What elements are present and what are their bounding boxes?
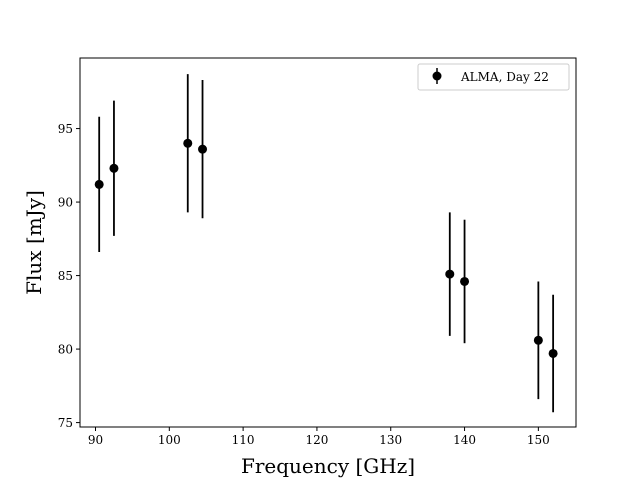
legend-label: ALMA, Day 22	[460, 70, 549, 84]
x-tick-label: 100	[158, 433, 181, 447]
series-layer	[94, 74, 558, 413]
data-point	[460, 276, 470, 286]
x-tick-label: 130	[379, 433, 402, 447]
y-axis: 75 80 85 90 95	[58, 122, 80, 430]
data-point	[445, 269, 455, 279]
x-axis: 90 100 110 120 130 140 150	[88, 427, 550, 447]
y-tick-label: 75	[58, 416, 73, 430]
data-point	[533, 335, 543, 345]
data-point	[94, 179, 104, 189]
x-tick-label: 120	[305, 433, 328, 447]
data-point	[183, 138, 193, 148]
data-point	[548, 348, 558, 358]
legend: ALMA, Day 22	[417, 63, 570, 91]
y-tick-label: 80	[58, 343, 73, 357]
plot-area	[79, 57, 577, 428]
x-tick-label: 90	[88, 433, 103, 447]
y-axis-label: Flux [mJy]	[22, 190, 46, 295]
data-point	[109, 163, 119, 173]
x-axis-label: Frequency [GHz]	[241, 454, 415, 478]
y-tick-label: 90	[58, 196, 73, 210]
legend-marker	[432, 71, 442, 81]
legend-box	[417, 63, 570, 91]
x-tick-label: 150	[527, 433, 550, 447]
x-tick-label: 110	[232, 433, 255, 447]
y-tick-label: 95	[58, 122, 73, 136]
x-tick-label: 140	[453, 433, 476, 447]
y-tick-label: 85	[58, 269, 73, 283]
plot-frame	[79, 57, 577, 428]
data-point	[198, 144, 208, 154]
